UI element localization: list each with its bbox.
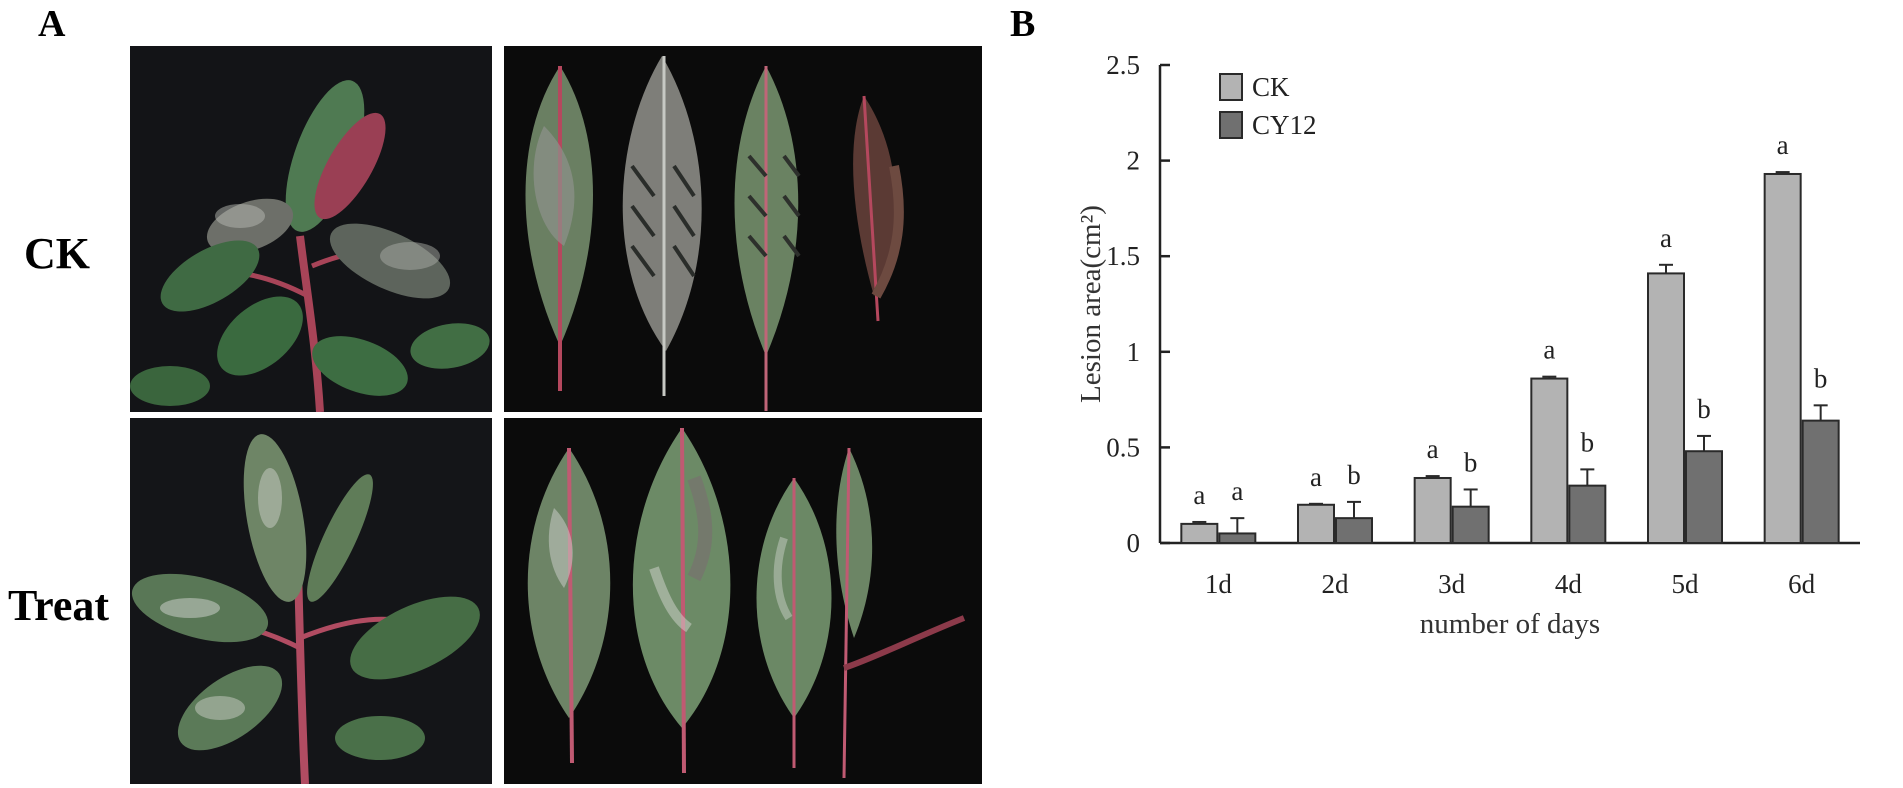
- bar-ck-3d: [1413, 476, 1452, 545]
- treat-plant-photo: [130, 418, 492, 784]
- bar-cy12-6d: [1801, 419, 1840, 544]
- significance-label: b: [1697, 394, 1711, 424]
- significance-label: a: [1231, 476, 1243, 506]
- significance-label: b: [1814, 363, 1828, 393]
- significance-label: b: [1347, 460, 1361, 490]
- bar-cy12-2d: [1335, 517, 1373, 545]
- row-label-control: CK: [24, 229, 90, 278]
- panel-label-a: A: [38, 3, 66, 45]
- legend: CK CY12: [1219, 72, 1317, 140]
- significance-label: a: [1777, 130, 1789, 160]
- legend-swatch-cy12: [1219, 111, 1243, 139]
- significance-label: a: [1543, 335, 1555, 365]
- y-tick-label: 1.5: [1106, 241, 1140, 271]
- x-tick-label: 4d: [1555, 569, 1583, 599]
- x-tick-label: 1d: [1205, 569, 1233, 599]
- y-tick-label: 2: [1127, 146, 1141, 176]
- bar-cy12-3d: [1451, 505, 1490, 544]
- y-axis-title: Lesion area(cm²): [1075, 205, 1107, 403]
- y-tick-label: 1: [1127, 337, 1141, 367]
- significance-label: b: [1464, 447, 1478, 477]
- bar-ck-4d: [1530, 377, 1569, 544]
- y-tick-label: 2.5: [1106, 50, 1140, 80]
- ck-plant-photo: [130, 46, 492, 412]
- bar-ck-1d: [1180, 522, 1219, 545]
- bar-ck-6d: [1763, 172, 1802, 544]
- x-axis: 1d 2d 3d 4d 5d 6d: [1160, 541, 1860, 599]
- bar-ck-2d: [1297, 503, 1335, 545]
- x-tick-label: 5d: [1672, 569, 1700, 599]
- y-tick-label: 0.5: [1106, 432, 1140, 462]
- bar-cy12-1d: [1218, 532, 1257, 545]
- bar-cy12-5d: [1685, 450, 1723, 544]
- ck-leaves-photo: [504, 46, 982, 412]
- significance-label: b: [1581, 427, 1595, 457]
- x-tick-label: 6d: [1788, 569, 1816, 599]
- bar-cy12-4d: [1568, 484, 1607, 545]
- legend-swatch-ck: [1219, 73, 1243, 101]
- treat-leaves-photo: [504, 418, 982, 784]
- y-axis: 0 0.5 1 1.5 2 2.5: [1106, 50, 1170, 558]
- legend-label-ck: CK: [1252, 72, 1290, 102]
- significance-label: a: [1310, 462, 1322, 492]
- legend-label-cy12: CY12: [1252, 110, 1317, 140]
- x-tick-label: 2d: [1322, 569, 1350, 599]
- row-label-treatment: Treat: [8, 581, 109, 630]
- significance-label: a: [1193, 480, 1205, 510]
- significance-label: a: [1660, 223, 1672, 253]
- x-axis-title: number of days: [1420, 608, 1600, 640]
- y-tick-label: 0: [1127, 528, 1141, 558]
- panel-label-b: B: [1010, 3, 1036, 45]
- x-tick-label: 3d: [1438, 569, 1466, 599]
- bar-ck-5d: [1647, 272, 1685, 545]
- significance-label: a: [1427, 434, 1439, 464]
